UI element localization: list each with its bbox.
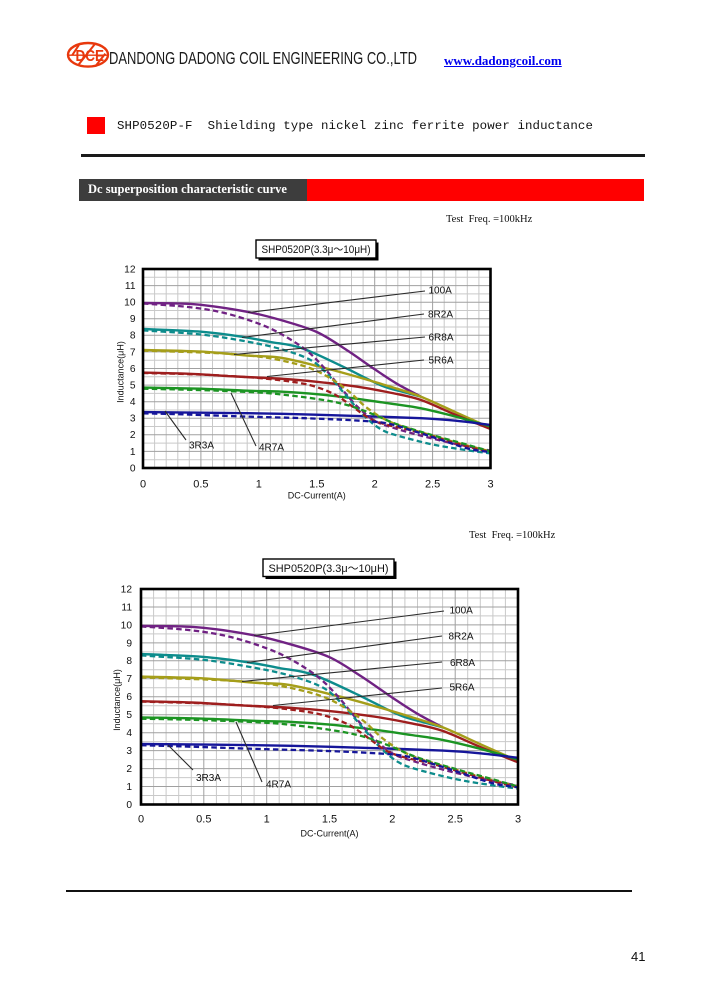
svg-text:2: 2 — [130, 430, 136, 441]
svg-text:0: 0 — [130, 463, 136, 474]
svg-text:7: 7 — [130, 347, 136, 358]
svg-text:11: 11 — [121, 602, 132, 613]
svg-text:DCE: DCE — [76, 48, 105, 65]
svg-text:1.5: 1.5 — [322, 814, 337, 826]
svg-text:8R2A: 8R2A — [449, 632, 474, 643]
svg-text:3: 3 — [515, 814, 521, 826]
svg-text:8R2A: 8R2A — [428, 310, 453, 321]
svg-text:SHP0520P(3.3μ～10μH): SHP0520P(3.3μ～10μH) — [262, 244, 371, 256]
svg-text:2.5: 2.5 — [425, 479, 440, 491]
svg-text:10: 10 — [124, 298, 136, 309]
svg-text:9: 9 — [130, 314, 136, 325]
svg-text:DC-Current(A): DC-Current(A) — [288, 491, 346, 501]
svg-text:0: 0 — [138, 814, 144, 826]
svg-text:12: 12 — [121, 584, 133, 595]
svg-text:2: 2 — [126, 764, 132, 775]
svg-text:1: 1 — [264, 814, 270, 826]
svg-text:7: 7 — [126, 674, 132, 685]
svg-text:4R7A: 4R7A — [266, 780, 291, 791]
svg-text:Inductance(μH): Inductance(μH) — [112, 669, 122, 731]
svg-text:5: 5 — [130, 381, 136, 392]
svg-text:2.5: 2.5 — [448, 814, 463, 826]
svg-text:5R6A: 5R6A — [450, 683, 475, 694]
svg-text:3R3A: 3R3A — [189, 441, 214, 452]
svg-text:2: 2 — [389, 814, 395, 826]
svg-text:4R7A: 4R7A — [259, 443, 284, 454]
svg-text:5: 5 — [126, 710, 132, 721]
svg-text:12: 12 — [124, 264, 136, 275]
svg-text:6R8A: 6R8A — [450, 658, 475, 669]
svg-text:0: 0 — [140, 479, 146, 491]
svg-text:6: 6 — [130, 364, 136, 375]
svg-text:0.5: 0.5 — [196, 814, 211, 826]
svg-text:100A: 100A — [429, 286, 453, 297]
svg-text:1: 1 — [126, 782, 132, 793]
svg-text:6: 6 — [126, 692, 132, 703]
svg-text:5R6A: 5R6A — [429, 356, 454, 367]
svg-text:1: 1 — [130, 447, 136, 458]
svg-text:Inductance(μH): Inductance(μH) — [116, 341, 126, 403]
svg-text:6R8A: 6R8A — [429, 333, 454, 344]
svg-text:100A: 100A — [450, 606, 474, 617]
svg-text:SHP0520P(3.3μ～10μH): SHP0520P(3.3μ～10μH) — [269, 563, 389, 575]
svg-text:8: 8 — [126, 656, 132, 667]
svg-text:11: 11 — [125, 281, 136, 292]
svg-text:9: 9 — [126, 638, 132, 649]
svg-text:10: 10 — [121, 620, 133, 631]
svg-text:3: 3 — [130, 414, 136, 425]
svg-text:1: 1 — [256, 479, 262, 491]
svg-text:2: 2 — [372, 479, 378, 491]
svg-text:1.5: 1.5 — [309, 479, 324, 491]
svg-text:3: 3 — [126, 746, 132, 757]
svg-text:0: 0 — [126, 800, 132, 811]
svg-text:0.5: 0.5 — [193, 479, 208, 491]
svg-text:4: 4 — [130, 397, 136, 408]
svg-text:3R3A: 3R3A — [196, 773, 221, 784]
svg-text:8: 8 — [130, 331, 136, 342]
svg-text:4: 4 — [126, 728, 132, 739]
svg-text:DC-Current(A): DC-Current(A) — [300, 829, 358, 839]
svg-text:3: 3 — [487, 479, 493, 491]
